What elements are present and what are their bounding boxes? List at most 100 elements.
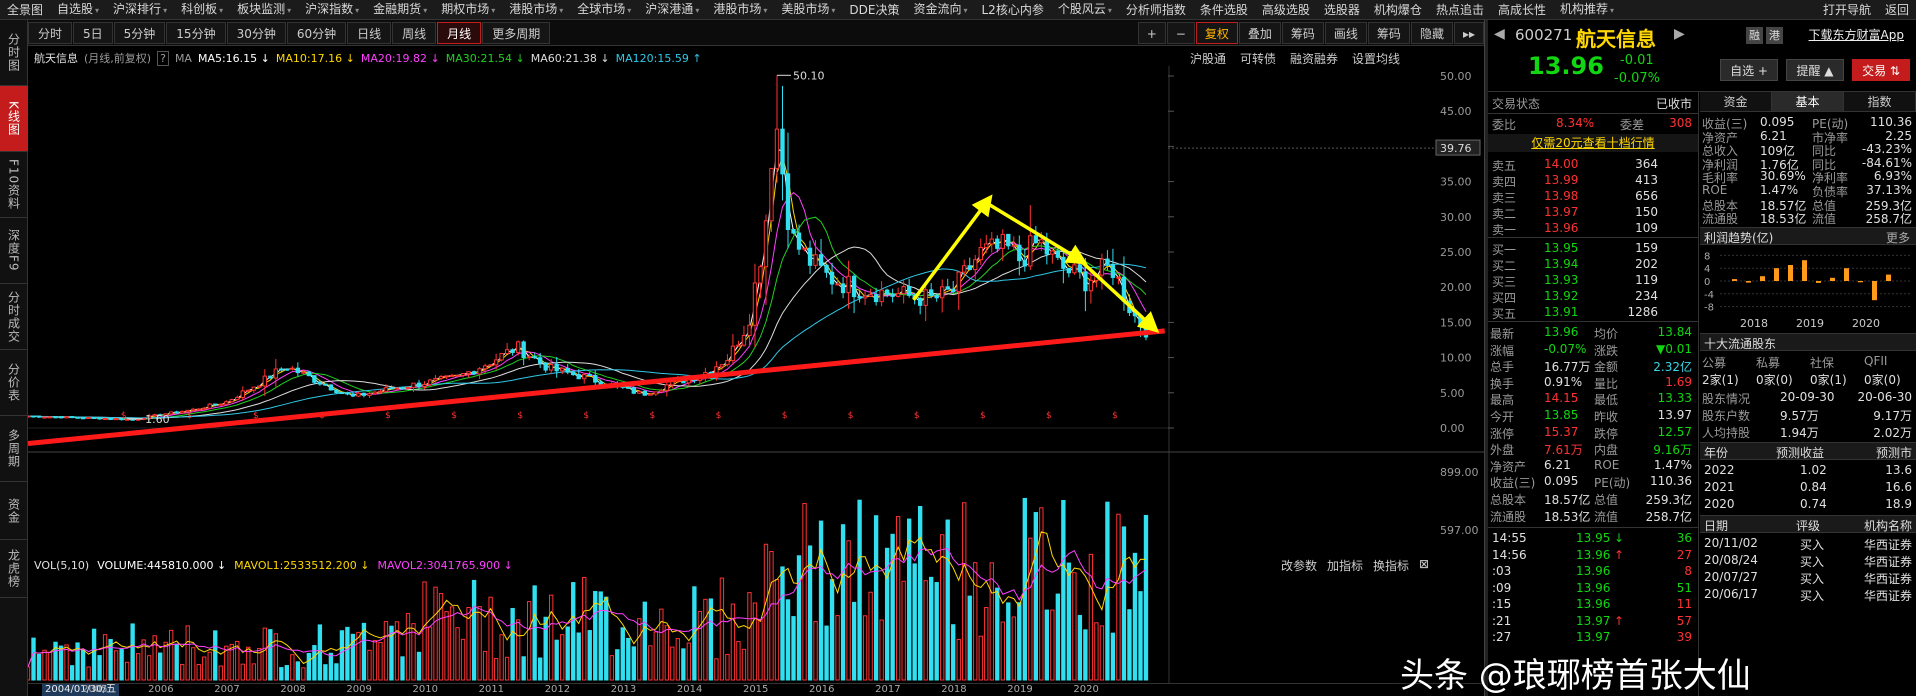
fund-value: -84.61% <box>1861 155 1912 170</box>
top-menu-item[interactable]: 科创板 ▾ <box>174 0 230 21</box>
help-icon[interactable]: ? <box>157 50 169 66</box>
chart-tool-button[interactable]: 筹码 <box>1367 21 1410 44</box>
top-menu-item[interactable]: 资金流向 ▾ <box>906 0 974 21</box>
chart-tool-button[interactable]: − <box>1166 21 1195 44</box>
add-watchlist-button[interactable]: 自选 + <box>1720 59 1778 81</box>
left-tab[interactable]: 龙虎榜 <box>0 540 28 598</box>
chart-tool-button[interactable]: + <box>1137 21 1166 44</box>
top-menu-item[interactable]: 全景图 <box>0 0 50 20</box>
top-menu-item[interactable]: 返回 <box>1878 0 1916 20</box>
period-tab[interactable]: 月线 <box>437 21 482 44</box>
top-menu-item[interactable]: 金融期货 ▾ <box>366 0 434 21</box>
period-tab[interactable]: 60分钟 <box>286 21 347 44</box>
period-tab[interactable]: 更多周期 <box>482 21 551 44</box>
left-tab[interactable]: 分时图 <box>0 20 28 86</box>
fundamental-tab[interactable]: 指数 <box>1844 92 1916 111</box>
candle-body <box>549 364 554 371</box>
vol-tool[interactable]: ⊠ <box>1419 557 1430 571</box>
remind-button[interactable]: 提醒 ▲ <box>1786 59 1844 81</box>
left-tab[interactable]: 深度F9 <box>0 218 28 284</box>
forecast-year: 2020 <box>1704 496 1735 511</box>
price-axis-label: 20.00 <box>1440 281 1472 294</box>
top-menu-item[interactable]: 机构推荐 ▾ <box>1553 0 1621 21</box>
period-tab[interactable]: 5日 <box>73 21 113 44</box>
stat-value: 13.96 <box>1544 325 1579 339</box>
sub-tool[interactable]: 设置均线 <box>1352 52 1401 66</box>
vol-tool[interactable]: 换指标 <box>1373 559 1410 573</box>
period-tab[interactable]: 15分钟 <box>166 21 226 44</box>
trade-button[interactable]: 交易 ⇅ <box>1852 59 1910 81</box>
candle-body <box>119 418 124 421</box>
left-tab[interactable]: 分时成交 <box>0 284 28 350</box>
sub-tool[interactable]: 可转债 <box>1240 52 1277 66</box>
candle-body <box>769 167 774 222</box>
data-row: 人均持股 1.94万 2.02万 <box>1700 423 1916 440</box>
top-menu-item[interactable]: 美股市场 ▾ <box>774 0 842 21</box>
top-menu-item[interactable]: 机构爆仓 <box>1367 0 1429 20</box>
ten-level-promo-link[interactable]: 仅需20元查看十档行情 <box>1488 134 1698 152</box>
top-menu-item[interactable]: L2核心内参 <box>975 0 1051 20</box>
top-menu-item[interactable]: 沪深排行 ▾ <box>106 0 174 21</box>
top-menu-item[interactable]: 沪深指数 ▾ <box>298 0 366 21</box>
fundamental-tab[interactable]: 基本 <box>1772 92 1844 111</box>
chart-tool-button[interactable]: 叠加 <box>1238 21 1281 44</box>
tick-price: 13.97 <box>1576 630 1611 645</box>
top-menu-item[interactable]: 个股风云 ▾ <box>1051 0 1119 21</box>
top-menu-item[interactable]: 分析师指数 <box>1119 0 1193 20</box>
vol-tool[interactable]: 改参数 <box>1281 559 1318 573</box>
top-menu-item[interactable]: DDE决策 <box>842 0 906 20</box>
top-menu-item[interactable]: 期权市场 ▾ <box>434 0 502 21</box>
more-link[interactable]: 更多 <box>1885 230 1910 245</box>
vol-tool[interactable]: 加指标 <box>1327 559 1364 573</box>
top-menu-item[interactable]: 选股器 <box>1317 0 1367 20</box>
volume-bar <box>989 562 994 681</box>
expand-arrows-icon[interactable]: ▸▸ <box>1453 21 1484 44</box>
candle-body <box>174 411 179 414</box>
top-menu-item[interactable]: 沪深港通 ▾ <box>638 0 706 21</box>
left-tab[interactable]: 分价表 <box>0 350 28 416</box>
fundamental-tab[interactable]: 资金 <box>1700 92 1772 111</box>
top-menu-item[interactable]: 板块监测 ▾ <box>230 0 298 21</box>
top-menu-item[interactable]: 高级选股 <box>1255 0 1317 20</box>
top-menu-item[interactable]: 条件选股 <box>1193 0 1255 20</box>
holder-type: 私募 <box>1756 355 1781 370</box>
top-menu-item[interactable]: 自选股 ▾ <box>50 0 106 21</box>
download-app-link[interactable]: 下载东方财富App <box>1808 28 1904 42</box>
support-trendline <box>28 328 1165 446</box>
volume-bar <box>422 581 427 681</box>
period-tab[interactable]: 30分钟 <box>226 21 286 44</box>
period-tab[interactable]: 周线 <box>392 21 437 44</box>
period-tab[interactable]: 分时 <box>28 21 73 44</box>
kline-chart[interactable]: 50.0045.0040.0035.0030.0025.0020.0015.00… <box>28 66 1484 683</box>
left-tab[interactable]: F10资料 <box>0 152 28 218</box>
volume-bar <box>367 649 372 681</box>
prev-stock-icon[interactable]: ◀ <box>1494 26 1505 42</box>
candle-body <box>229 399 234 403</box>
volume-bar <box>604 596 609 681</box>
chart-tool-button[interactable]: 隐藏 <box>1410 21 1453 44</box>
chart-tool-button[interactable]: 画线 <box>1324 21 1367 44</box>
chart-tool-button[interactable]: 筹码 <box>1281 21 1324 44</box>
top-menu-item[interactable]: 高成长性 <box>1491 0 1553 20</box>
sub-tool[interactable]: 沪股通 <box>1190 52 1227 66</box>
top-menu-item[interactable]: 港股市场 ▾ <box>502 0 570 21</box>
top-menu-item[interactable]: 打开导航 <box>1816 0 1878 20</box>
panel-divider[interactable] <box>1484 20 1488 696</box>
sub-tool[interactable]: 融资融券 <box>1290 52 1339 66</box>
next-stock-icon[interactable]: ▶ <box>1674 26 1685 42</box>
top-menu-item[interactable]: 热点追击 <box>1429 0 1491 20</box>
candle-body <box>554 364 559 372</box>
period-tab[interactable]: 日线 <box>347 21 392 44</box>
volume-bar <box>306 652 312 681</box>
left-tab[interactable]: 资金 <box>0 482 28 540</box>
candle-body <box>962 265 967 273</box>
volume-bar <box>1138 591 1143 681</box>
top-menu-item[interactable]: 全球市场 ▾ <box>570 0 638 21</box>
left-tab[interactable]: K线图 <box>0 86 28 152</box>
chart-tool-button[interactable]: 复权 <box>1195 21 1238 44</box>
period-tab[interactable]: 5分钟 <box>113 21 166 44</box>
candle-body <box>1028 235 1033 267</box>
top-menu-item[interactable]: 港股市场 ▾ <box>706 0 774 21</box>
candle-body <box>840 283 846 294</box>
left-tab[interactable]: 多周期 <box>0 416 28 482</box>
